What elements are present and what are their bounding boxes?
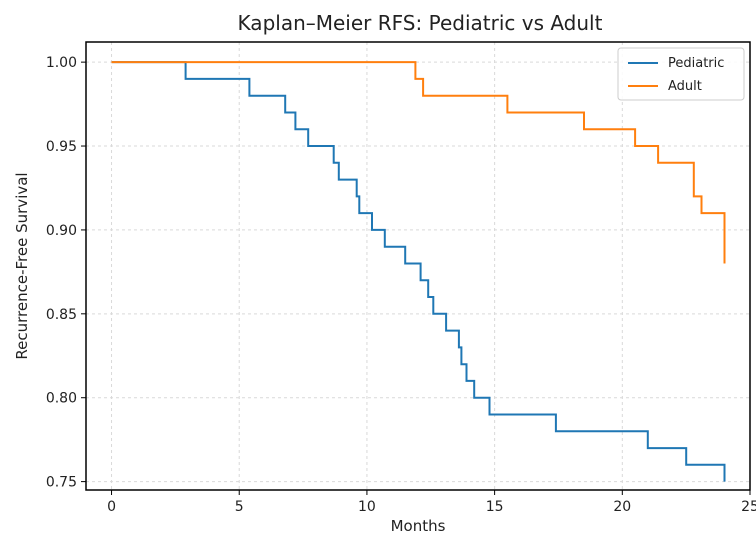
y-tick-label: 0.90 [46, 223, 77, 239]
x-tick-label: 10 [358, 499, 376, 515]
y-tick-label: 0.85 [46, 307, 77, 323]
series-lines [111, 61, 726, 482]
y-tick-label: 0.95 [46, 139, 77, 155]
x-tick-label: 20 [613, 499, 631, 515]
axis-ticks: 0 5 10 15 20 25 0.75 0.80 0.85 0.90 0.95 1.00 [46, 55, 756, 515]
legend: Pediatric Adult [617, 47, 745, 101]
y-axis-label: Recurrence-Free Survival [13, 172, 31, 359]
x-tick-label: 25 [741, 499, 756, 515]
grid [86, 42, 751, 490]
series-line-adult [111, 61, 726, 264]
legend-label-pediatric: Pediatric [668, 56, 724, 71]
chart-title: Kaplan–Meier RFS: Pediatric vs Adult [238, 11, 603, 35]
x-axis-label: Months [391, 517, 446, 534]
x-tick-label: 15 [486, 499, 504, 515]
series-line-pediatric [111, 61, 726, 482]
y-tick-label: 1.00 [46, 55, 77, 71]
legend-label-adult: Adult [668, 79, 702, 94]
plot-area-frame [85, 41, 751, 491]
y-tick-label: 0.75 [46, 475, 77, 491]
y-tick-label: 0.80 [46, 391, 77, 407]
x-tick-label: 0 [107, 499, 116, 515]
x-tick-label: 5 [235, 499, 244, 515]
